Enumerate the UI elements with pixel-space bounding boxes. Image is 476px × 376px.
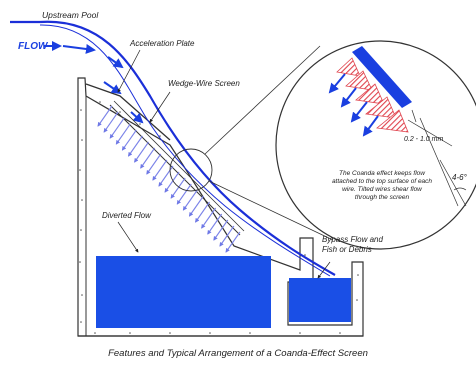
coanda-note: The Coanda effect keeps flow attached to… [332,170,432,201]
screen-flow-arrow [213,219,229,241]
figure-caption: Features and Typical Arrangement of a Co… [108,348,368,359]
leader-lines [117,49,331,279]
tilt-line-b [439,159,467,207]
screen-flow-arrow [188,195,204,217]
coanda-note-line-1: The Coanda effect keeps flow [339,170,426,177]
screen-flow-arrow [170,177,186,199]
screen-flow-arrow [121,129,137,151]
acceleration-plate-edge [85,83,171,141]
detail-circle [275,40,476,250]
screen-flow-arrow [115,123,131,145]
wedge-wire-screen-label: Wedge-Wire Screen [168,79,240,88]
coanda-note-line-2: attached to the top surface of each [332,178,432,185]
screen-flow-arrows [97,105,241,253]
flow-label: FLOW [18,41,49,52]
tilt-line-a [419,117,459,207]
screen-flow-arrow [195,201,210,223]
coanda-note-line-4: through the screen [355,194,410,201]
detail-screen-bar [352,46,412,108]
screen-flow-arrow [164,171,180,193]
screen-flow-arrow [176,183,192,205]
screen-flow-arrow [207,213,223,235]
screen-flow-arrow [140,147,156,169]
screen-flow-arrow [134,141,150,163]
gap-dimension-label: 0.2 - 1.0 mm [404,136,443,143]
jet-flow-inner [39,24,331,277]
screen-flow-arrow [146,153,162,175]
diverted-flow-label: Diverted Flow [102,211,152,220]
gap-dimension-line [407,119,453,147]
screen-flow-arrow [97,105,113,127]
jet-flow-outer [39,20,336,276]
magnifier-small-circle [169,148,213,192]
screen-flow-arrow [152,159,168,181]
flow-arrows [62,44,144,124]
screen-flow-arrow [158,165,174,187]
concrete-stipple [79,101,359,334]
diverted-flow-water [96,256,271,328]
bypass-channel-water [289,278,351,322]
screen-flow-arrow [127,135,143,157]
coanda-note-line-3: wire. Tilted wires shear flow [342,186,423,193]
magnifier-line-top [204,45,321,155]
detail-flow-arrows [328,73,379,137]
screen-flow-arrow [103,111,119,133]
detail-callout: 0.2 - 1.0 mm 4-6° The Coanda effect keep… [275,40,476,250]
screen-flow-arrow [109,117,125,139]
detail-wedge-wires [336,57,409,133]
acceleration-plate-label: Acceleration Plate [129,39,195,48]
bypass-flow-label-line-2: Fish or Debris [322,245,372,254]
magnifier-line-bottom [208,180,334,241]
wedge-wire-screen [109,100,245,236]
screen-flow-arrow [225,231,241,253]
screen-flow-arrow [182,189,198,211]
tilt-angle-label: 4-6° [452,173,468,182]
upstream-pool-label: Upstream Pool [42,10,99,20]
bypass-flow-label-line-1: Bypass Flow and [322,235,383,244]
screen-flow-arrow [201,207,217,229]
screen-flow-arrow [219,225,235,247]
